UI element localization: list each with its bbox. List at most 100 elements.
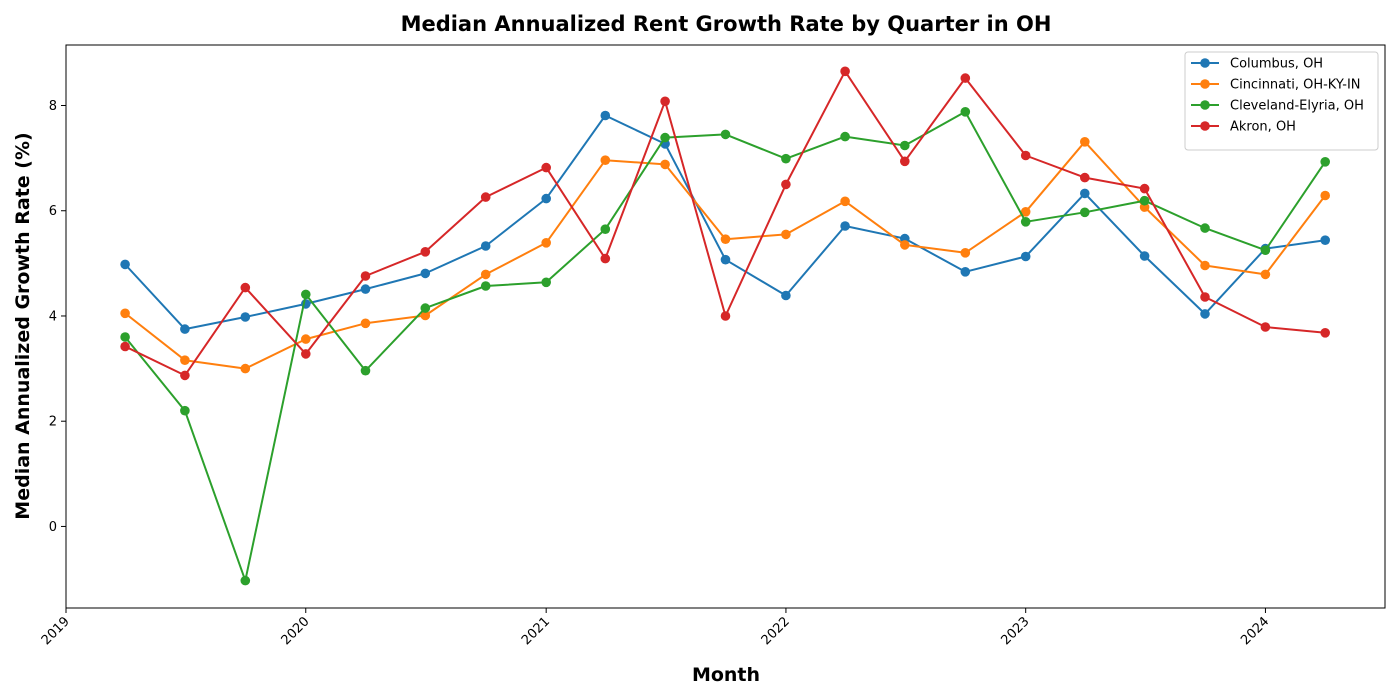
plot-area — [65, 44, 1386, 609]
series-layer — [120, 66, 1330, 586]
data-point-akron-oh — [840, 66, 850, 77]
x-tick-label: 2024 — [1238, 614, 1272, 648]
data-point-cincinnati-oh-ky-in — [240, 363, 251, 374]
data-point-akron-oh — [360, 271, 371, 281]
data-point-akron-oh — [1260, 322, 1271, 332]
data-point-akron-oh — [720, 311, 731, 321]
data-point-cleveland-elyria-oh — [1139, 195, 1150, 206]
data-point-akron-oh — [240, 282, 251, 293]
data-point-columbus-oh — [781, 290, 791, 301]
legend-label: Columbus, OH — [1230, 57, 1323, 72]
data-point-cincinnati-oh-ky-in — [360, 318, 371, 329]
data-point-columbus-oh — [1320, 235, 1330, 245]
data-point-cleveland-elyria-oh — [240, 575, 251, 586]
x-tick-label: 2019 — [39, 614, 73, 648]
data-point-columbus-oh — [240, 312, 251, 322]
legend: Columbus, OH Cincinnati, OH-KY-IN Clevelan… — [1184, 51, 1379, 151]
data-point-cleveland-elyria-oh — [781, 153, 791, 164]
data-point-columbus-oh — [541, 193, 551, 204]
legend-label: Cleveland-Elyria, OH — [1230, 99, 1364, 114]
x-tick-label: 2020 — [279, 614, 313, 648]
data-point-akron-oh — [541, 162, 551, 173]
y-tick-label: 0 — [49, 520, 57, 535]
data-point-cincinnati-oh-ky-in — [900, 240, 910, 250]
data-point-cincinnati-oh-ky-in — [600, 155, 611, 165]
data-point-akron-oh — [480, 192, 491, 202]
x-tick-label: 2021 — [519, 614, 553, 648]
data-point-cleveland-elyria-oh — [301, 289, 311, 300]
data-point-cleveland-elyria-oh — [1260, 245, 1271, 255]
data-point-cincinnati-oh-ky-in — [120, 308, 130, 319]
data-point-akron-oh — [1200, 292, 1210, 302]
data-point-cleveland-elyria-oh — [600, 224, 611, 234]
data-point-cleveland-elyria-oh — [1320, 157, 1330, 167]
data-point-columbus-oh — [420, 268, 431, 279]
data-point-cincinnati-oh-ky-in — [781, 229, 791, 240]
data-point-akron-oh — [1139, 183, 1150, 194]
y-axis: 0 2 4 6 8 — [49, 99, 66, 535]
data-point-columbus-oh — [1139, 251, 1150, 261]
data-point-akron-oh — [180, 370, 190, 381]
y-tick-label: 4 — [49, 309, 57, 324]
data-point-cleveland-elyria-oh — [420, 303, 431, 313]
data-point-columbus-oh — [120, 259, 130, 270]
data-point-akron-oh — [420, 247, 431, 257]
data-point-cincinnati-oh-ky-in — [1080, 137, 1090, 147]
data-point-columbus-oh — [720, 254, 731, 265]
data-point-cleveland-elyria-oh — [1200, 223, 1210, 233]
data-point-cincinnati-oh-ky-in — [1260, 269, 1271, 280]
data-point-cincinnati-oh-ky-in — [180, 355, 190, 366]
data-point-cincinnati-oh-ky-in — [660, 159, 670, 170]
data-point-columbus-oh — [480, 241, 491, 251]
series-line-akron-oh — [124, 70, 1326, 377]
data-point-columbus-oh — [600, 110, 611, 121]
data-point-akron-oh — [600, 253, 611, 264]
data-point-cincinnati-oh-ky-in — [541, 238, 551, 248]
data-point-akron-oh — [900, 156, 910, 167]
data-point-akron-oh — [1080, 172, 1090, 183]
data-point-cleveland-elyria-oh — [720, 129, 731, 140]
data-point-akron-oh — [1020, 150, 1031, 161]
data-point-columbus-oh — [180, 324, 190, 334]
data-point-cincinnati-oh-ky-in — [420, 310, 431, 321]
data-point-cleveland-elyria-oh — [541, 277, 551, 288]
data-point-cleveland-elyria-oh — [120, 332, 130, 342]
data-point-cincinnati-oh-ky-in — [301, 334, 311, 344]
legend-marker — [1200, 79, 1210, 89]
legend-label: Akron, OH — [1230, 120, 1296, 135]
data-point-cincinnati-oh-ky-in — [840, 196, 850, 207]
data-point-cleveland-elyria-oh — [1020, 217, 1031, 227]
data-point-cincinnati-oh-ky-in — [720, 234, 731, 244]
data-point-cleveland-elyria-oh — [840, 131, 850, 142]
data-point-columbus-oh — [1080, 188, 1090, 199]
chart-title: Median Annualized Rent Growth Rate by Qu… — [401, 12, 1052, 36]
data-point-akron-oh — [301, 349, 311, 359]
data-point-cleveland-elyria-oh — [480, 281, 491, 291]
x-axis-label: Month — [692, 664, 760, 686]
data-point-cincinnati-oh-ky-in — [480, 269, 491, 280]
legend-marker — [1200, 58, 1210, 68]
data-point-akron-oh — [781, 179, 791, 190]
data-point-columbus-oh — [1020, 251, 1031, 262]
legend-marker — [1200, 100, 1210, 110]
x-axis: 2019 2020 2021 2022 2023 2024 — [39, 608, 1272, 648]
y-tick-label: 2 — [49, 415, 57, 430]
data-point-cleveland-elyria-oh — [1080, 207, 1090, 218]
legend-box — [1184, 51, 1379, 151]
data-point-cleveland-elyria-oh — [660, 132, 670, 143]
data-point-cincinnati-oh-ky-in — [960, 248, 971, 258]
data-point-akron-oh — [660, 96, 670, 107]
legend-marker — [1200, 121, 1210, 131]
data-point-akron-oh — [120, 341, 130, 352]
data-point-cincinnati-oh-ky-in — [1320, 190, 1330, 201]
y-tick-label: 6 — [49, 204, 57, 219]
data-point-columbus-oh — [840, 221, 850, 231]
data-point-cincinnati-oh-ky-in — [1200, 260, 1210, 271]
data-point-cincinnati-oh-ky-in — [1020, 207, 1031, 217]
y-tick-label: 8 — [49, 99, 57, 114]
x-tick-label: 2022 — [759, 614, 793, 648]
x-tick-label: 2023 — [999, 614, 1033, 648]
series-line-cleveland-elyria-oh — [124, 110, 1327, 582]
data-point-akron-oh — [960, 73, 971, 83]
